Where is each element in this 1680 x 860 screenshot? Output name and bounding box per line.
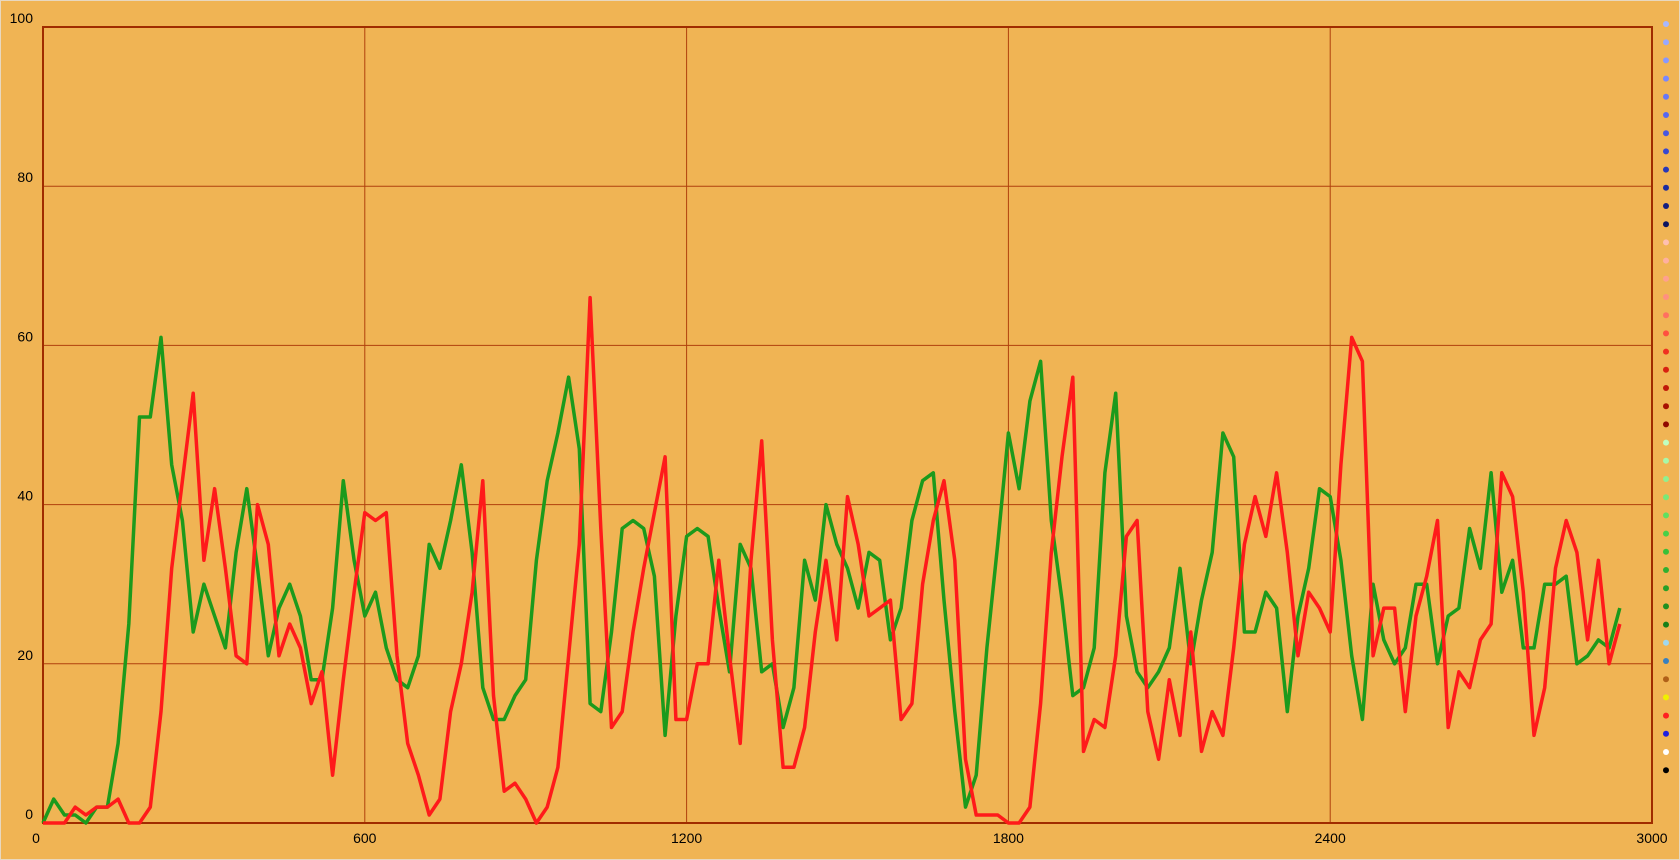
legend-dot <box>1663 712 1669 719</box>
legend-dot <box>1663 694 1669 701</box>
legend-dot <box>1663 203 1669 209</box>
legend-dot <box>1663 348 1669 355</box>
legend-dot <box>1663 239 1669 246</box>
legend-dot <box>1663 621 1669 628</box>
x-tick-label: 3000 <box>1636 830 1667 846</box>
series-line <box>43 295 1622 825</box>
legend-dot <box>1663 57 1669 64</box>
legend-dot <box>1663 275 1669 282</box>
y-tick-label: 60 <box>17 328 33 344</box>
legend-dot <box>1663 93 1669 100</box>
legend-dot <box>1663 130 1669 137</box>
y-tick-label: 40 <box>17 488 33 504</box>
legend-dot <box>1663 148 1669 155</box>
legend-dot <box>1663 294 1669 300</box>
legend-dot <box>1663 530 1669 537</box>
legend-dot <box>1663 366 1669 373</box>
legend-dot <box>1663 658 1669 664</box>
legend-dot <box>1663 39 1669 46</box>
legend-dot <box>1663 421 1669 428</box>
legend-dot <box>1663 312 1669 319</box>
plot-frame <box>42 26 1653 824</box>
legend-dot <box>1663 767 1669 774</box>
y-tick-label: 100 <box>10 10 34 26</box>
legend-dot <box>1663 257 1669 264</box>
legend-dot <box>1663 457 1669 464</box>
legend-dot <box>1663 603 1669 610</box>
y-tick-label: 0 <box>25 806 33 822</box>
legend-dot <box>1663 221 1669 228</box>
legend-dot <box>1663 512 1669 519</box>
legend-dot <box>1663 112 1669 118</box>
series-line <box>41 335 1622 825</box>
legend-dot <box>1663 749 1669 755</box>
y-tick-label: 20 <box>17 647 33 663</box>
legend-dot <box>1663 75 1669 82</box>
legend-dot <box>1663 548 1669 555</box>
legend-dot <box>1663 494 1669 501</box>
legend-dot <box>1663 330 1669 337</box>
legend-dot <box>1663 439 1669 446</box>
legend-dot <box>1663 184 1669 191</box>
x-tick-label: 600 <box>353 830 377 846</box>
x-tick-label: 0 <box>32 830 40 846</box>
legend-dot <box>1663 639 1669 646</box>
x-tick-label: 1800 <box>993 830 1024 846</box>
legend-dot <box>1663 730 1669 737</box>
legend-dot <box>1663 403 1669 410</box>
legend-dot <box>1663 567 1669 573</box>
legend-dot <box>1663 476 1669 482</box>
legend-dot <box>1663 676 1669 683</box>
y-tick-label: 80 <box>17 169 33 185</box>
legend-dot <box>1663 585 1669 592</box>
legend-dot <box>1663 21 1669 27</box>
x-tick-label: 1200 <box>671 830 702 846</box>
x-tick-label: 2400 <box>1315 830 1346 846</box>
legend-dot <box>1663 166 1669 173</box>
legend-dot <box>1663 385 1669 391</box>
